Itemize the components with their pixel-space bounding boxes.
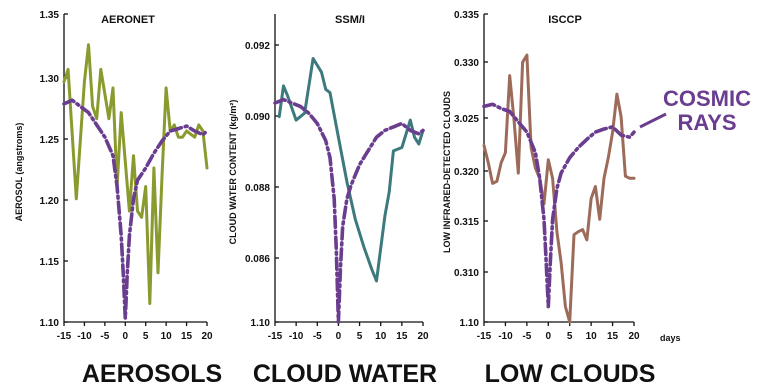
panel-title-ssmi: SSM/I	[335, 14, 365, 26]
y-axis-label-aeronet: AEROSOL (angstroms)	[14, 123, 24, 222]
x-tick-label: 15	[396, 331, 408, 342]
x-tick-label: -5	[522, 331, 531, 342]
x-tick-label: 20	[628, 331, 640, 342]
y-tick-label: 1.30	[40, 74, 60, 85]
x-tick-label: 15	[607, 331, 619, 342]
panel-isccp: -15 -10 -5 0 5 10 15 20 1.10 0.310 0.315 0.320 3.025…	[442, 10, 640, 342]
x-tick-label: 5	[143, 331, 149, 342]
panel-ssmi: -15 -10 -5 0 5 10 15 20 1.10 0.086 0.088 0.090 0.092…	[228, 14, 429, 342]
cosmic-rays-pointer	[639, 112, 667, 129]
x-tick-label: -10	[498, 331, 513, 342]
data-series-aeronet	[62, 43, 209, 305]
y-tick-label: 0.330	[454, 58, 479, 69]
x-tick-label: -15	[268, 331, 283, 342]
y-tick-label: 0.335	[454, 10, 479, 21]
x-tick-label: -15	[57, 331, 72, 342]
x-tick-label: 10	[161, 331, 173, 342]
y-axis-label-ssmi: CLOUD WATER CONTENT (kg/m²)	[228, 100, 238, 245]
y-tick-label: 1.35	[40, 10, 60, 21]
x-tick-label: 5	[357, 331, 363, 342]
cosmic-ray-series-isccp	[482, 102, 636, 309]
panel-title-isccp: ISCCP	[548, 14, 582, 26]
cosmic-ray-series-aeronet	[62, 98, 209, 321]
y-tick-label: 0.086	[245, 254, 270, 265]
x-tick-label: 5	[567, 331, 573, 342]
x-tick-label: -5	[100, 331, 109, 342]
y-tick-label: 0.315	[454, 217, 479, 228]
y-tick-label: 1.25	[40, 135, 60, 146]
cosmic-ray-series-ssmi	[273, 97, 425, 324]
x-tick-label: 20	[417, 331, 429, 342]
y-tick-label: 3.025	[454, 114, 479, 125]
days-label: days	[660, 333, 681, 343]
y-tick-label: 0.320	[454, 167, 479, 178]
cosmic-rays-label-line-2: RAYS	[677, 110, 736, 135]
y-axis-label-isccp: LOW INFRARED-DETECTED CLOUDS	[442, 91, 452, 253]
data-series-ssmi	[277, 57, 425, 283]
x-tick-label: -10	[289, 331, 304, 342]
y-tick-label: 0.088	[245, 183, 270, 194]
panel-aeronet: -15 -10 -5 0 5 10 15 20 1.10 1.15 1.20 1.25 1.30 1.35…	[14, 10, 213, 342]
y-tick-label: 1.10	[460, 318, 480, 329]
x-tick-label: -10	[77, 331, 92, 342]
x-tick-label: 20	[201, 331, 213, 342]
cosmic-rays-label-line-1: COSMIC	[663, 86, 751, 111]
y-tick-label: 1.10	[40, 318, 60, 329]
y-tick-label: 1.10	[251, 318, 271, 329]
x-tick-label: 0	[546, 331, 552, 342]
x-tick-label: 0	[336, 331, 342, 342]
panel-title-aeronet: AERONET	[101, 14, 155, 26]
bottom-label-low-clouds: LOW CLOUDS	[485, 360, 656, 387]
chart-panels: -15 -10 -5 0 5 10 15 20 1.10 1.15 1.20 1.25 1.30 1.35…	[14, 10, 640, 342]
bottom-label-cloud-water: CLOUD WATER	[253, 360, 437, 387]
x-tick-label: 10	[375, 331, 387, 342]
data-series-isccp	[482, 53, 636, 324]
x-tick-label: 10	[586, 331, 598, 342]
x-tick-label: -15	[477, 331, 492, 342]
bottom-label-aerosols: AEROSOLS	[82, 360, 222, 387]
y-tick-label: 0.090	[245, 112, 270, 123]
x-tick-label: -5	[313, 331, 322, 342]
y-tick-label: 0.310	[454, 268, 479, 279]
y-tick-label: 1.15	[40, 257, 60, 268]
y-tick-label: 0.092	[245, 41, 270, 52]
y-tick-label: 1.20	[40, 196, 60, 207]
x-tick-label: 0	[123, 331, 129, 342]
x-tick-label: 15	[181, 331, 193, 342]
